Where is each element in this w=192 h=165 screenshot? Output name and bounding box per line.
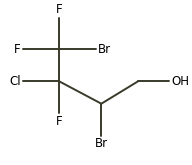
Text: F: F <box>56 115 63 128</box>
Text: Br: Br <box>95 137 108 150</box>
Text: Br: Br <box>98 43 111 56</box>
Text: F: F <box>14 43 21 56</box>
Text: OH: OH <box>171 75 189 88</box>
Text: Cl: Cl <box>9 75 21 88</box>
Text: F: F <box>56 3 63 16</box>
